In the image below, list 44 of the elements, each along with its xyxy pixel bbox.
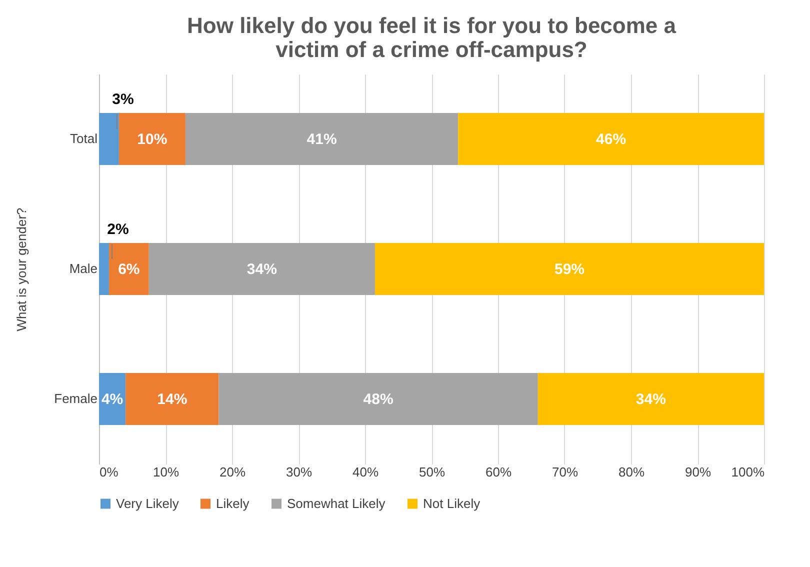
data-label: 59% <box>554 261 585 278</box>
data-label: 46% <box>596 131 626 148</box>
x-tick-label: 0% <box>100 464 119 480</box>
data-label: 48% <box>363 391 394 408</box>
bar <box>99 243 109 295</box>
x-tick-label: 50% <box>418 464 446 480</box>
x-tick-label: 90% <box>684 464 712 480</box>
data-label: 2% <box>107 221 129 238</box>
bar <box>126 373 219 425</box>
data-label: 34% <box>636 391 666 408</box>
x-tick-label: 80% <box>618 464 645 480</box>
bar <box>108 243 149 295</box>
y-axis-title: What is your gender? <box>14 208 30 332</box>
data-label: 14% <box>157 391 188 408</box>
bar <box>118 113 186 165</box>
bar <box>148 243 375 295</box>
y-tick-label: Total <box>70 131 98 146</box>
x-tick-label: 20% <box>219 464 246 480</box>
legend-label: Not Likely <box>423 496 481 511</box>
bar <box>458 113 764 165</box>
y-tick-label: Male <box>69 261 98 276</box>
x-tick-label: 70% <box>552 464 578 480</box>
data-label: 41% <box>306 131 337 148</box>
x-tick-label: 40% <box>352 464 379 480</box>
legend-label: Likely <box>216 496 250 511</box>
x-tick-label: 30% <box>286 464 312 480</box>
bar <box>374 243 764 295</box>
bar <box>185 113 458 165</box>
bar <box>99 373 126 425</box>
data-label: 10% <box>137 131 168 148</box>
data-label: 4% <box>101 391 124 408</box>
data-label: 6% <box>118 261 140 278</box>
x-tick-label: 60% <box>485 464 512 480</box>
legend-label: Very Likely <box>116 496 180 511</box>
data-label: 34% <box>246 261 277 278</box>
legend-label: Somewhat Likely <box>287 496 386 511</box>
bar <box>218 373 538 425</box>
y-tick-label: Female <box>54 391 98 406</box>
bar <box>538 373 764 425</box>
x-tick-label: 10% <box>152 464 180 480</box>
data-label: 3% <box>112 91 134 108</box>
chart-title: How likely do you feel it is for you to become a victim of a crime off-campus? <box>187 13 677 62</box>
x-tick-label: 100% <box>731 464 765 480</box>
bar <box>99 113 119 165</box>
